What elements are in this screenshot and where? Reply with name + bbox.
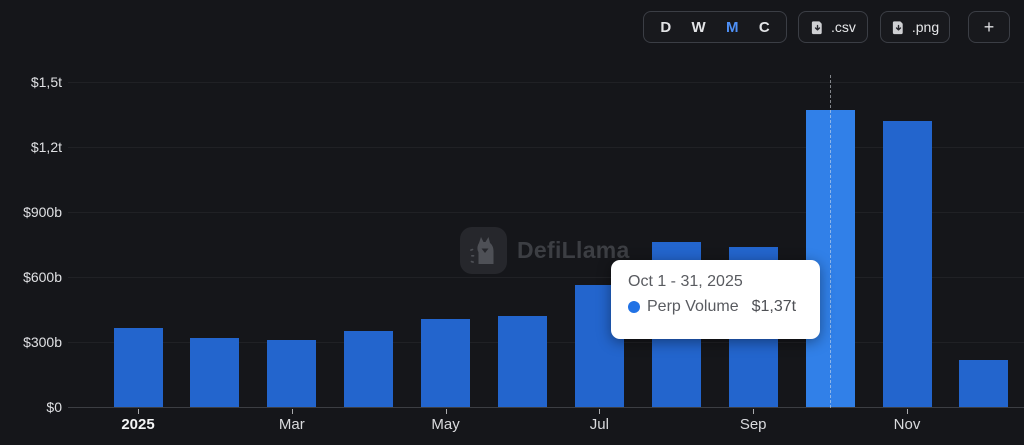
bar-dec-2025[interactable]	[959, 360, 1009, 407]
y-gridline	[68, 407, 1024, 408]
y-gridline	[68, 212, 1024, 213]
tooltip-series-label: Perp Volume	[647, 298, 739, 315]
y-axis-label: $0	[46, 399, 62, 415]
watermark-text: DefiLlama	[517, 237, 630, 263]
download-csv-label: .csv	[831, 19, 856, 35]
download-csv-button[interactable]: .csv	[798, 11, 868, 43]
y-axis-label: $900b	[23, 204, 62, 220]
defillama-llama-icon	[460, 227, 507, 274]
tooltip-series-value: $1,37t	[751, 298, 797, 315]
add-chart-button[interactable]: +	[968, 11, 1010, 43]
file-download-icon	[891, 20, 906, 35]
y-axis-label: $300b	[23, 334, 62, 350]
x-axis-label: Jul	[589, 416, 609, 433]
y-gridline	[68, 277, 1024, 278]
x-axis-tick	[445, 409, 447, 414]
x-axis-label: 2025	[121, 416, 155, 433]
download-png-label: .png	[911, 19, 940, 35]
defillama-watermark: DefiLlama	[460, 227, 630, 274]
bar-apr-2025[interactable]	[344, 331, 394, 407]
series-dot-icon	[628, 301, 640, 313]
y-axis-label: $1,2t	[30, 139, 62, 155]
bar-jun-2025[interactable]	[498, 316, 547, 407]
x-axis-label: Nov	[893, 416, 921, 433]
plus-icon: +	[983, 16, 995, 37]
period-option-cumulative[interactable]: C	[758, 18, 770, 36]
bar-feb-2025[interactable]	[190, 337, 240, 407]
x-axis-tick	[291, 409, 293, 414]
bar-nov-2025[interactable]	[882, 121, 932, 407]
chart-toolbar: D W M C .csv .png +	[0, 11, 1024, 43]
x-axis-tick	[907, 409, 908, 414]
x-axis-tick	[599, 409, 601, 414]
period-selector[interactable]: D W M C	[643, 11, 787, 43]
tooltip-date-range: Oct 1 - 31, 2025	[628, 273, 743, 290]
chart-tooltip: Oct 1 - 31, 2025 Perp Volume $1,37t	[611, 260, 820, 339]
y-axis-label: $1,5t	[30, 74, 62, 90]
period-option-daily[interactable]: D	[660, 18, 672, 36]
bar-may-2025[interactable]	[421, 319, 471, 407]
x-axis-tick	[753, 409, 755, 414]
y-gridline	[68, 147, 1024, 148]
bar-mar-2025[interactable]	[267, 339, 317, 407]
y-axis-label: $600b	[23, 269, 62, 285]
period-option-monthly[interactable]: M	[726, 18, 739, 36]
hover-crosshair-line	[830, 75, 832, 408]
download-png-button[interactable]: .png	[880, 11, 950, 43]
y-gridline	[68, 82, 1024, 83]
period-option-weekly[interactable]: W	[691, 18, 706, 36]
x-axis-label: May	[431, 416, 460, 433]
x-axis-label: Sep	[739, 416, 767, 433]
x-axis-tick	[138, 409, 139, 414]
bar-jan-2025[interactable]	[113, 327, 163, 407]
file-download-icon	[810, 20, 825, 35]
x-axis-label: Mar	[278, 416, 305, 433]
